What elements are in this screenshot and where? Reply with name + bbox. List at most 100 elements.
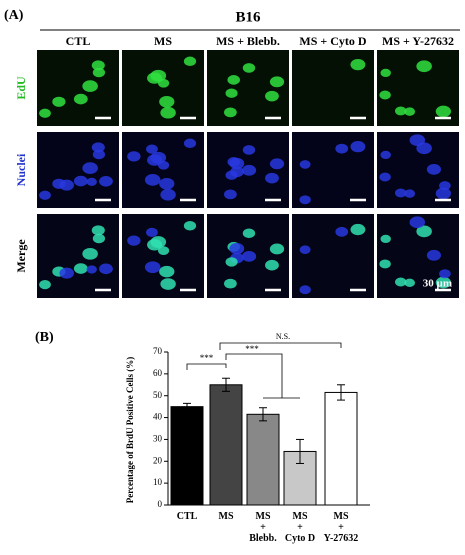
x-tick-label: MS + Y-27632: [324, 511, 359, 544]
cell: [225, 170, 238, 180]
cell: [92, 149, 106, 160]
cell: [158, 78, 170, 88]
y-tick-label: 30: [153, 433, 163, 443]
cell: [92, 67, 106, 78]
cell: [225, 88, 238, 98]
cell: [52, 96, 66, 107]
y-tick-label: 50: [153, 390, 163, 400]
cell: [39, 190, 51, 200]
cell: [160, 188, 176, 201]
cell: [395, 106, 407, 116]
cell: [350, 141, 366, 153]
cell: [404, 278, 416, 288]
cell: [242, 145, 256, 155]
cell: [224, 189, 237, 200]
scale-label: 30 µm: [423, 278, 452, 290]
column-header: CTL: [66, 34, 91, 48]
bar: [324, 391, 358, 506]
y-tick-label: 40: [153, 412, 163, 422]
cell: [299, 285, 311, 295]
cell: [73, 175, 88, 187]
cell: [242, 63, 256, 73]
cell: [150, 69, 167, 82]
cell: [269, 158, 285, 170]
y-tick-label: 70: [153, 346, 163, 356]
cell: [144, 174, 161, 186]
cell: [439, 269, 451, 279]
bracket: [186, 363, 227, 370]
y-tick-label: 10: [153, 477, 163, 487]
column-header: MS + Cyto D: [299, 34, 367, 48]
cell: [269, 243, 285, 255]
row-label: EdU: [14, 76, 28, 100]
cell: [144, 261, 161, 274]
annotation: ***: [200, 353, 214, 363]
cell: [265, 90, 279, 102]
micrograph: [207, 50, 289, 126]
cell: [98, 176, 113, 187]
cell: [229, 157, 245, 170]
annotation: N.S.: [276, 332, 290, 341]
cell: [158, 246, 170, 256]
cell: [150, 236, 167, 248]
cell: [73, 263, 88, 274]
cell: [224, 107, 237, 118]
cell: [59, 267, 74, 279]
cell: [435, 105, 452, 118]
cell: [299, 160, 311, 169]
cell: [146, 227, 158, 237]
cell: [98, 263, 113, 275]
cell: [183, 138, 197, 149]
cell: [379, 259, 391, 269]
row-label: Merge: [14, 239, 28, 273]
cell: [39, 108, 51, 118]
bracket: [219, 342, 342, 350]
cell: [350, 223, 366, 236]
cell: [350, 59, 366, 71]
cell: [380, 234, 391, 244]
cell: [380, 68, 391, 78]
cell: [409, 134, 426, 147]
cell: [404, 189, 416, 198]
cell: [73, 93, 88, 105]
cell: [227, 75, 240, 85]
cell: [91, 142, 105, 153]
cell: [91, 225, 105, 236]
cell: [183, 221, 197, 231]
y-tick-label: 20: [153, 455, 163, 465]
y-axis-label: Percentage of BrdU Positive Cells (%): [125, 357, 135, 504]
cell: [159, 265, 175, 278]
x-tick-label: MS: [219, 511, 234, 522]
cell: [409, 216, 426, 229]
cell: [416, 60, 432, 73]
cell: [299, 195, 311, 205]
cell: [82, 80, 98, 92]
cell: [439, 181, 451, 191]
bar: [170, 406, 204, 506]
annotation: ***: [245, 344, 259, 354]
cell: [242, 228, 256, 239]
cell: [183, 56, 197, 67]
bracket: [225, 353, 300, 399]
cell: [224, 278, 237, 289]
cell: [269, 76, 285, 88]
cell: [86, 265, 97, 274]
cell: [395, 188, 407, 198]
column-header: MS + Blebb.: [216, 34, 280, 48]
cell: [335, 226, 349, 237]
cell: [299, 245, 311, 254]
cell: [426, 163, 441, 175]
cell: [435, 187, 452, 200]
cell: [229, 243, 245, 255]
cell: [379, 172, 391, 182]
x-tick-label: MS + Blebb.: [249, 511, 277, 544]
cell: [265, 172, 279, 184]
cell: [379, 90, 391, 100]
cell: [39, 280, 51, 290]
cell: [395, 277, 407, 287]
panel-title: B16: [235, 9, 261, 25]
cell: [265, 259, 279, 271]
column-header: MS: [154, 34, 172, 48]
cell: [86, 177, 97, 186]
cell: [435, 276, 452, 289]
